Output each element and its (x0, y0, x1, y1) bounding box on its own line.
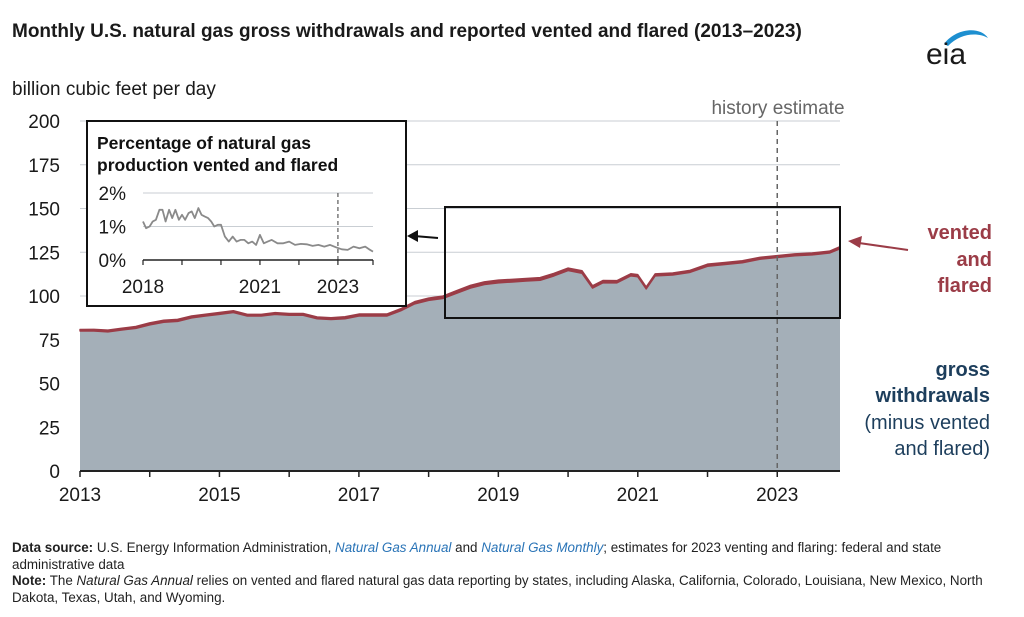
inset-y-tick-label: 0% (99, 251, 127, 272)
note-text: relies on vented and flared natural gas … (12, 573, 983, 605)
inset-gridlines (143, 192, 373, 227)
note-italic-text: Natural Gas Annual (76, 573, 193, 588)
y-axis-unit-label: billion cubic feet per day (12, 79, 216, 100)
data-source-note: Data source: U.S. Energy Information Adm… (12, 540, 1012, 573)
gross-withdrawals-label-line: (minus vented (864, 412, 990, 434)
eia-logo-text: eia (926, 38, 966, 70)
inset-y-tick-label: 1% (99, 218, 127, 239)
x-tick-label: 2017 (338, 485, 380, 506)
vented-flared-arrowhead (848, 236, 862, 248)
source-text: ; estimates for 2023 venting and flaring… (12, 540, 942, 572)
eia-logo-swoosh (944, 30, 988, 46)
x-tick-label: 2019 (477, 485, 519, 506)
y-tick-label: 50 (39, 375, 60, 396)
natural-gas-annual-link[interactable]: Natural Gas Annual (335, 540, 452, 555)
vented-flared-label-line: flared (938, 275, 992, 297)
y-tick-label: 175 (28, 156, 60, 177)
source-text: U.S. Energy Information Administration, (96, 540, 332, 555)
history-estimate-label: history estimate (711, 98, 844, 119)
y-tick-label: 200 (28, 112, 60, 133)
inset-title-line2: production vented and flared (97, 155, 338, 175)
vented-flared-label-line: and (956, 249, 992, 271)
x-tick-label: 2013 (59, 485, 101, 506)
gross-withdrawals-label-line: and flared) (894, 438, 990, 460)
vented-flared-arrow (851, 241, 909, 251)
y-tick-label: 125 (28, 243, 60, 264)
note-label: Note: (12, 573, 47, 588)
inset-axes: 0% 1% 2% 2018 2021 2023 (99, 184, 374, 298)
axes: 0 25 50 75 100 125 150 175 200 2013 2015 2017 2019 20… (28, 112, 840, 506)
y-tick-label: 75 (39, 331, 60, 352)
gross-withdrawals-area (80, 248, 840, 471)
y-tick-label: 0 (49, 462, 60, 483)
chart-title: Monthly U.S. natural gas gross withdrawa… (12, 21, 802, 42)
annotations: history estimate vented and flared gross… (407, 98, 992, 460)
inset-pointer-arrowhead (407, 230, 418, 242)
vented-flared-label: vented and flared (928, 222, 992, 297)
inset-x-tick-label: 2018 (122, 277, 164, 298)
y-tick-label: 100 (28, 287, 60, 308)
inset-chart: Percentage of natural gas production ven… (86, 120, 407, 307)
inset-y-tick-label: 2% (99, 184, 127, 205)
inset-title-line1: Percentage of natural gas (97, 133, 311, 153)
source-label: Data source: (12, 540, 94, 555)
note-text: The (49, 573, 73, 588)
zoom-highlight-box (444, 206, 841, 319)
natural-gas-monthly-link[interactable]: Natural Gas Monthly (481, 540, 604, 555)
gross-withdrawals-label: gross withdrawals (minus vented and flar… (864, 359, 990, 460)
gross-withdrawals-label-line: gross (936, 359, 990, 381)
inset-plot-area (142, 193, 374, 260)
note: Note: The Natural Gas Annual relies on v… (12, 573, 1012, 606)
y-tick-label: 25 (39, 418, 60, 439)
x-tick-label: 2015 (198, 485, 240, 506)
inset-percent-line (142, 207, 374, 253)
y-tick-label: 150 (28, 200, 60, 221)
vented-flared-label-line: vented (928, 222, 992, 244)
x-tick-label: 2023 (756, 485, 798, 506)
x-tick-label: 2021 (617, 485, 659, 506)
eia-logo: eia (926, 30, 988, 70)
inset-x-tick-label: 2021 (239, 277, 281, 298)
inset-x-tick-label: 2023 (317, 277, 359, 298)
gross-withdrawals-label-line: withdrawals (875, 385, 990, 407)
source-text: and (455, 540, 478, 555)
inset-frame (86, 120, 407, 307)
